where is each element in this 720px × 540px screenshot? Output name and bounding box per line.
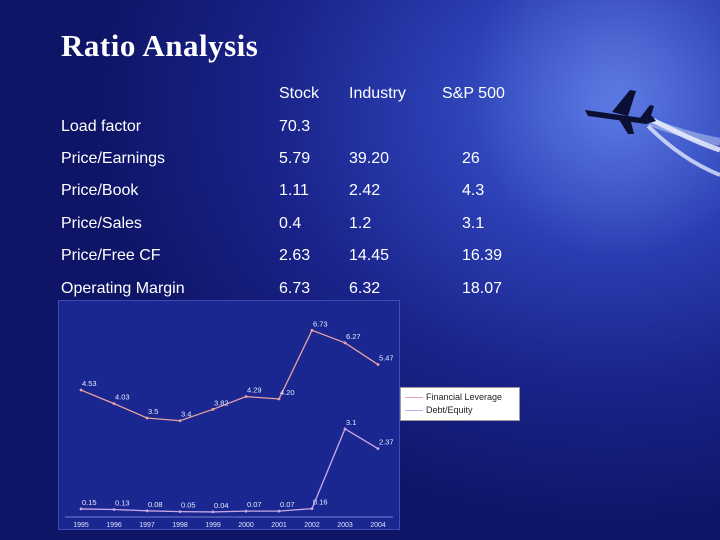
x-tick-label: 2001 — [271, 522, 287, 529]
data-label: 4.53 — [82, 379, 97, 388]
data-label: 0.15 — [82, 498, 97, 507]
chart-legend: Financial Leverage Debt/Equity — [400, 387, 520, 421]
data-label: 0.07 — [280, 500, 295, 509]
row-label: Operating Margin — [61, 280, 185, 297]
data-point — [376, 447, 380, 451]
data-point — [112, 402, 116, 406]
data-point — [310, 507, 314, 511]
row-label: Price/Earnings — [61, 150, 166, 167]
data-point — [145, 416, 149, 420]
legend-swatch — [405, 397, 423, 399]
data-point — [244, 395, 248, 398]
cell-stock: 70.3 — [279, 118, 311, 135]
row-label: Load factor — [61, 118, 142, 135]
data-label: 4.20 — [280, 388, 295, 397]
cell-industry: 39.20 — [349, 150, 390, 167]
legend-label: Debt/Equity — [426, 405, 473, 415]
data-label: 0.16 — [313, 498, 328, 507]
x-tick-label: 2004 — [370, 522, 386, 529]
data-label: 3.4 — [181, 410, 191, 419]
data-point — [79, 507, 83, 511]
cell-industry: 2.42 — [349, 182, 381, 199]
x-tick-label: 1996 — [106, 522, 122, 529]
data-label: 4.29 — [247, 386, 262, 395]
data-point — [211, 510, 215, 514]
data-point — [244, 509, 248, 513]
x-tick-label: 2003 — [337, 522, 353, 529]
data-point — [310, 328, 314, 332]
data-point — [178, 510, 182, 514]
row-label: Price/Sales — [61, 215, 142, 232]
legend-item-debt-equity: Debt/Equity — [405, 405, 473, 417]
series-line — [80, 329, 379, 422]
x-tick-label: 1997 — [139, 522, 155, 529]
cell-sp500: 16.39 — [462, 247, 503, 264]
line-chart: 1995 1996 1997 1998 1999 2000 2001 2002 2003 2004… — [65, 319, 394, 529]
cell-sp500: 26 — [462, 150, 480, 167]
x-tick-label: 1995 — [73, 522, 89, 529]
data-label: 0.13 — [115, 498, 130, 507]
data-label: 3.1 — [346, 418, 356, 427]
cell-stock: 5.79 — [279, 150, 311, 167]
chart-area: 1995 1996 1997 1998 1999 2000 2001 2002 2003 2004… — [58, 300, 400, 530]
data-label: 0.07 — [247, 500, 262, 509]
data-point — [112, 508, 116, 511]
data-label: 3.5 — [148, 407, 158, 416]
cell-stock: 2.63 — [279, 247, 311, 264]
header-stock: Stock — [279, 85, 320, 102]
cell-sp500: 3.1 — [462, 215, 485, 232]
x-tick-label: 2002 — [304, 522, 320, 529]
row-label: Price/Book — [61, 182, 139, 199]
row-label: Price/Free CF — [61, 247, 161, 264]
data-point — [277, 397, 281, 401]
data-label: 4.03 — [115, 393, 130, 402]
slide-title: Ratio Analysis — [61, 28, 259, 63]
data-label: 6.27 — [346, 332, 361, 341]
cell-industry: 6.32 — [349, 280, 381, 297]
cell-stock: 1.11 — [279, 182, 309, 199]
cell-stock: 6.73 — [279, 280, 311, 297]
x-tick-label: 1999 — [205, 522, 221, 529]
cell-industry: 1.2 — [349, 215, 372, 232]
data-label: 0.08 — [148, 500, 163, 509]
header-industry: Industry — [349, 85, 406, 102]
data-point — [343, 341, 347, 345]
legend-swatch — [405, 410, 423, 412]
data-label: 0.04 — [214, 501, 229, 510]
series-line — [80, 427, 379, 513]
data-label: 5.47 — [379, 354, 394, 363]
header-sp500: S&P 500 — [442, 85, 505, 102]
data-point — [79, 388, 83, 392]
data-point — [376, 363, 380, 366]
legend-label: Financial Leverage — [426, 392, 503, 402]
data-point — [145, 509, 149, 513]
data-point — [178, 419, 182, 423]
data-label: 6.73 — [313, 319, 328, 328]
data-label: 3.82 — [214, 398, 229, 407]
data-label: 0.05 — [181, 501, 196, 510]
airplane-icon — [585, 90, 720, 177]
x-tick-label: 1998 — [172, 522, 188, 529]
x-tick-label: 2000 — [238, 522, 254, 529]
cell-sp500: 18.07 — [462, 280, 503, 297]
cell-industry: 14.45 — [349, 247, 390, 264]
legend-item-financial-leverage: Financial Leverage — [405, 392, 502, 404]
data-point — [343, 427, 347, 431]
data-label: 2.37 — [379, 438, 394, 447]
cell-stock: 0.4 — [279, 215, 302, 232]
data-point — [277, 509, 281, 513]
data-point — [211, 407, 215, 411]
cell-sp500: 4.3 — [462, 182, 485, 199]
